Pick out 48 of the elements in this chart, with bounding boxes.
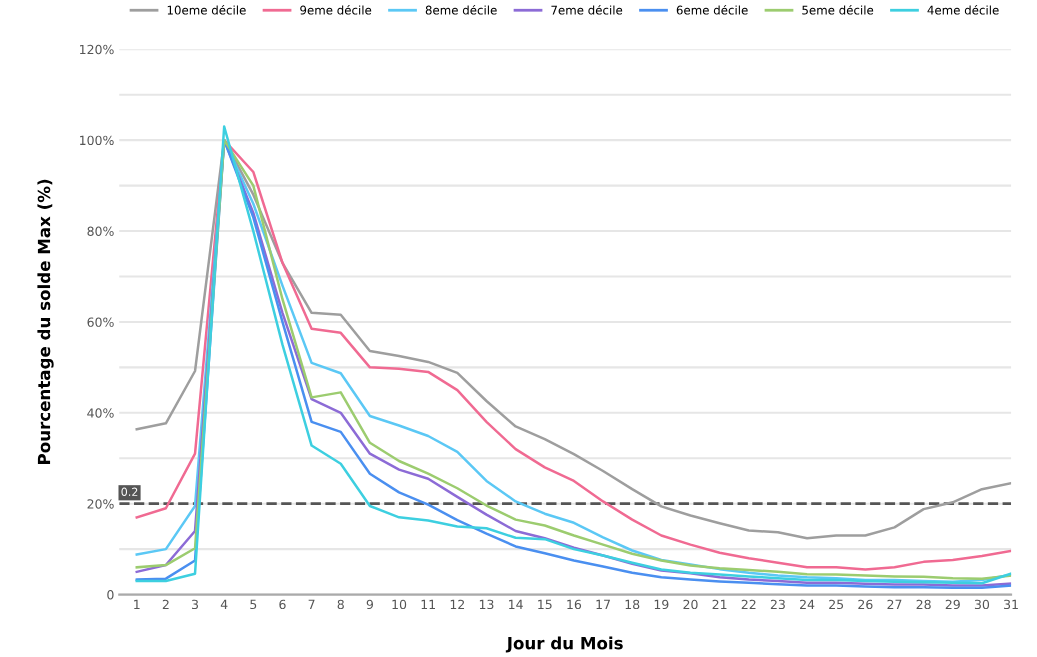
legend-label: 8eme décile bbox=[425, 4, 497, 15]
legend-label: 9eme décile bbox=[300, 4, 372, 15]
y-tick-label: 60% bbox=[87, 317, 114, 327]
x-tick-label: 20 bbox=[683, 599, 698, 610]
x-tick-label: 9 bbox=[366, 599, 373, 610]
x-tick-label: 22 bbox=[741, 599, 756, 609]
x-tick-label: 28 bbox=[916, 599, 931, 610]
x-tick-label: 3 bbox=[192, 599, 199, 610]
x-tick-label: 21 bbox=[712, 599, 727, 609]
x-tick-label: 19 bbox=[654, 599, 669, 610]
y-tick-label: 100% bbox=[80, 135, 114, 146]
x-tick-label: 10 bbox=[392, 599, 407, 610]
x-tick-label: 27 bbox=[887, 599, 902, 609]
x-tick-label: 1 bbox=[134, 599, 140, 609]
y-tick-label: 80% bbox=[87, 226, 114, 236]
x-axis-title: Jour du Mois bbox=[505, 636, 623, 653]
legend-label: 5eme décile bbox=[802, 4, 874, 15]
x-tick-label: 29 bbox=[945, 599, 960, 610]
legend-label: 7eme décile bbox=[551, 4, 623, 15]
x-tick-label: 23 bbox=[770, 599, 785, 610]
legend-label: 10eme décile bbox=[167, 4, 246, 15]
x-tick-label: 24 bbox=[800, 599, 815, 609]
x-tick-label: 14 bbox=[509, 599, 523, 609]
x-tick-label: 6 bbox=[279, 599, 286, 610]
y-tick-label: 20% bbox=[87, 499, 114, 509]
y-tick-label: 40% bbox=[87, 408, 114, 418]
y-tick-label: 120% bbox=[80, 44, 114, 55]
x-tick-label: 8 bbox=[337, 599, 344, 610]
x-tick-label: 16 bbox=[567, 599, 582, 610]
x-tick-label: 17 bbox=[596, 599, 610, 609]
x-tick-label: 18 bbox=[625, 599, 640, 610]
x-tick-label: 31 bbox=[1004, 599, 1018, 610]
x-tick-label: 26 bbox=[858, 599, 873, 610]
x-tick-label: 12 bbox=[450, 599, 465, 609]
y-tick-label: 0 bbox=[107, 590, 114, 600]
x-tick-label: 4 bbox=[220, 599, 228, 609]
x-tick-label: 11 bbox=[421, 599, 435, 609]
x-tick-label: 15 bbox=[538, 599, 552, 610]
x-tick-label: 2 bbox=[162, 599, 169, 609]
x-tick-label: 13 bbox=[479, 599, 494, 610]
y-axis-title: Pourcentage du solde Max (%) bbox=[37, 179, 54, 464]
x-tick-label: 30 bbox=[974, 599, 990, 610]
x-tick-label: 7 bbox=[308, 599, 315, 609]
x-tick-label: 5 bbox=[250, 599, 257, 610]
legend-label: 4eme décile bbox=[927, 4, 999, 15]
ref-line-label: 0.2 bbox=[121, 487, 138, 496]
legend-label: 6eme décile bbox=[676, 4, 748, 15]
x-tick-label: 25 bbox=[829, 599, 844, 610]
